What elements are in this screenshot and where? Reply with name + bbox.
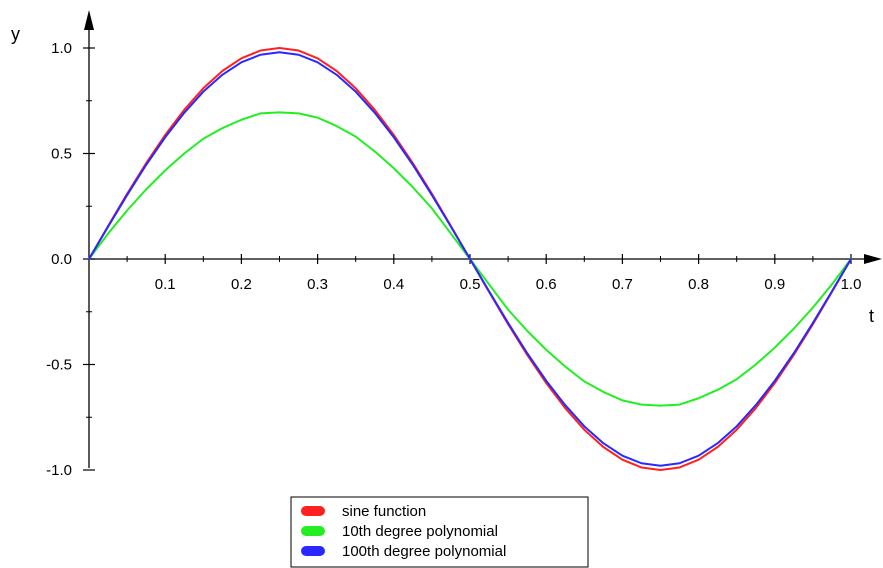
x-tick-label: 0.7 — [612, 276, 633, 293]
x-axis-label: t — [869, 306, 874, 326]
series-layer — [88, 47, 852, 471]
legend-label-2: 10th degree polynomial — [342, 523, 498, 540]
x-tick-label: 0.8 — [688, 276, 709, 293]
x-tick-label: 0.6 — [536, 276, 557, 293]
series-line-3 — [88, 51, 852, 467]
legend-box — [290, 496, 589, 568]
legend-label-3: 100th degree polynomial — [342, 543, 506, 560]
legend-label-1: sine function — [342, 503, 426, 520]
y-axis-arrow — [84, 10, 94, 30]
y-tick-label: 0.5 — [51, 146, 72, 163]
axes: y t 0.1 0.2 0.3 0.4 0.5 0.6 0.7 0.8 0.9 1.0 1.0 0.5 0.… — [11, 10, 882, 479]
x-axis-arrow — [864, 254, 882, 264]
y-tick-label: -1.0 — [46, 462, 72, 479]
x-tick-label: 0.3 — [307, 276, 328, 293]
legend-swatch-3 — [301, 546, 325, 556]
y-tick-label: 0.0 — [51, 251, 72, 268]
x-tick-label: 0.9 — [764, 276, 785, 293]
y-tick-label: 1.0 — [51, 40, 72, 57]
x-tick-label: 0.4 — [383, 276, 404, 293]
x-tick-label: 0.2 — [231, 276, 252, 293]
x-tick-label: 0.1 — [155, 276, 176, 293]
legend-swatch-2 — [301, 526, 325, 536]
legend-swatch-1 — [301, 506, 325, 516]
legend: sine function 10th degree polynomial 100th… — [290, 496, 589, 568]
y-tick-label: -0.5 — [46, 357, 72, 374]
x-tick-label: 1.0 — [841, 276, 862, 293]
x-tick-label: 0.5 — [460, 276, 481, 293]
y-axis-label: y — [11, 24, 20, 44]
